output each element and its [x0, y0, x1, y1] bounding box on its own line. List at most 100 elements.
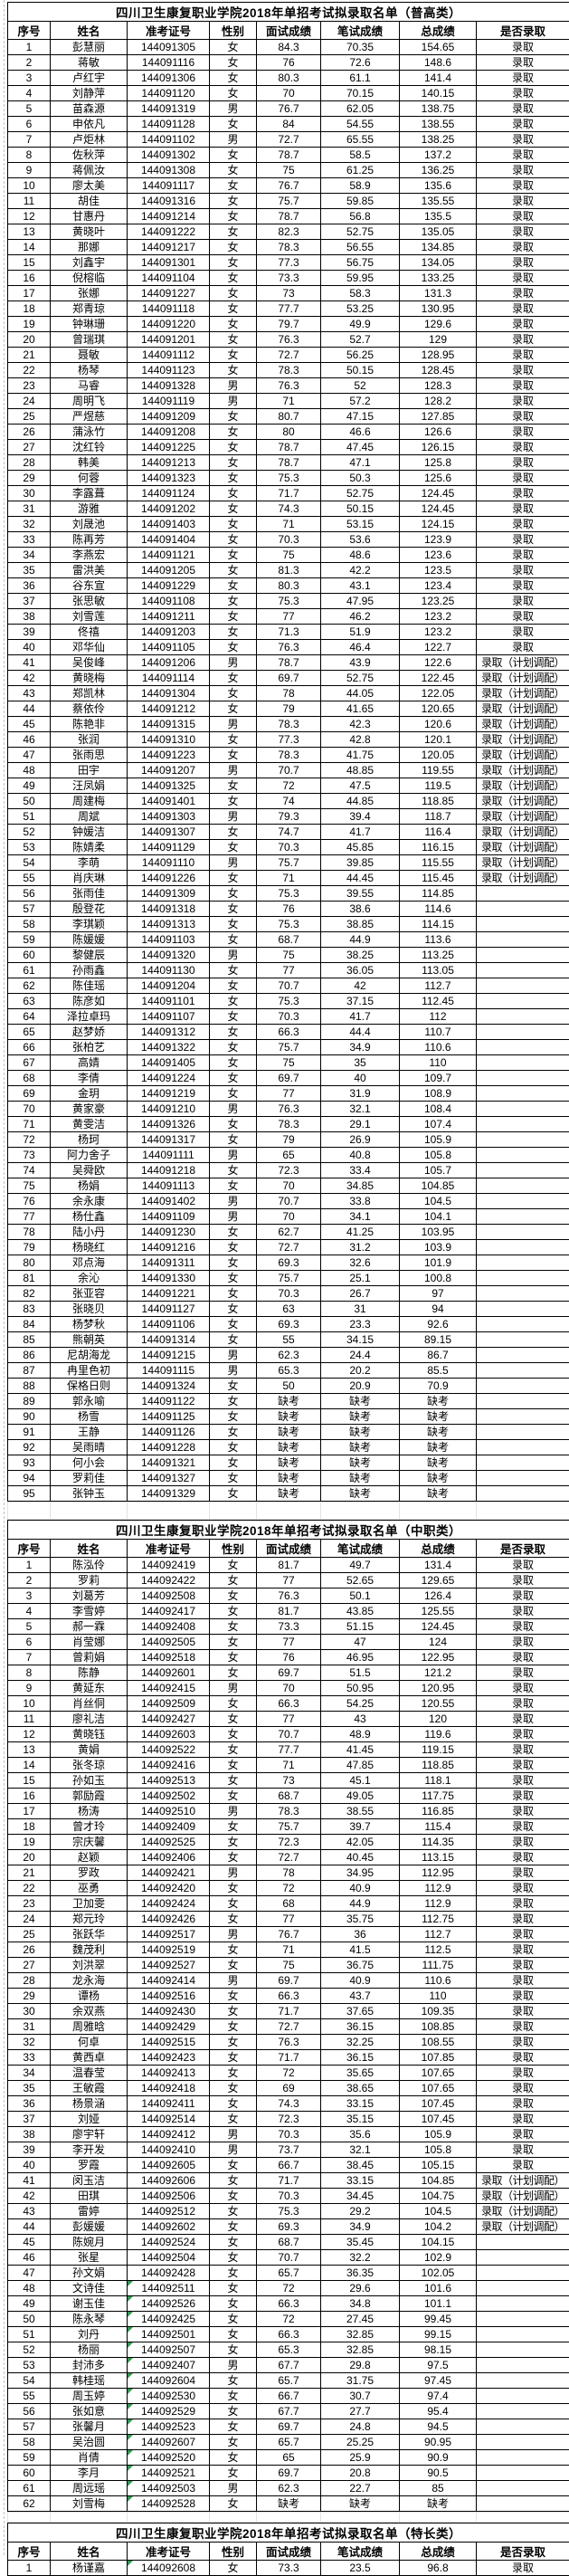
- cell-written-score: 29.6: [321, 2281, 400, 2296]
- cell-index: 7: [8, 1650, 51, 1665]
- cell-total-score: 99.45: [400, 2312, 477, 2327]
- cell-index: 14: [8, 240, 51, 255]
- cell-total-score: 112.9: [400, 1896, 477, 1912]
- cell-interview-score: 69.7: [257, 671, 321, 686]
- cell-interview-score: 71: [257, 394, 321, 409]
- cell-admission-status: 录取: [477, 1758, 569, 1773]
- cell-name: 蔡依伶: [51, 701, 128, 717]
- cell-gender: 女: [210, 1009, 257, 1025]
- cell-name: 罗莉: [51, 1573, 128, 1589]
- cell-total-score: 126.4: [400, 1589, 477, 1604]
- cell-admission-status: [477, 2481, 569, 2496]
- cell-interview-score: 84.3: [257, 40, 321, 55]
- cell-name: 周玉婷: [51, 2389, 128, 2404]
- cell-interview-score: 78.3: [257, 1117, 321, 1132]
- cell-name: 刘鑫宇: [51, 255, 128, 271]
- cell-index: 50: [8, 794, 51, 809]
- cell-interview-score: 70: [257, 86, 321, 101]
- cell-index: 33: [8, 2050, 51, 2066]
- cell-index: 83: [8, 1302, 51, 1317]
- cell-admission-status: [477, 917, 569, 932]
- cell-gender: 女: [210, 224, 257, 240]
- cell-name: 张跃华: [51, 1927, 128, 1942]
- cell-gender: 男: [210, 2358, 257, 2373]
- cell-index: 49: [8, 778, 51, 794]
- cell-admission-status: [477, 932, 569, 948]
- cell-gender: 女: [210, 1819, 257, 1835]
- cell-written-score: 29.2: [321, 2204, 400, 2219]
- cell-total-score: 125.55: [400, 1604, 477, 1619]
- cell-name: 沈红铃: [51, 440, 128, 455]
- cell-total-score: 120.95: [400, 1681, 477, 1696]
- cell-name: 张亚容: [51, 1286, 128, 1302]
- cell-total-score: 103.95: [400, 1225, 477, 1240]
- cell-admission-status: 录取: [477, 394, 569, 409]
- cell-admission-status: 录取: [477, 1973, 569, 1989]
- cell-admission-status: [477, 2327, 569, 2342]
- cell-index: 77: [8, 1209, 51, 1225]
- cell-admission-status: [477, 1455, 569, 1471]
- table-title: 四川卫生康复职业学院2018年单招考试拟录取名单（特长类）: [8, 2524, 569, 2543]
- cell-total-score: 108.55: [400, 2035, 477, 2050]
- admission-table-teChang: 四川卫生康复职业学院2018年单招考试拟录取名单（特长类）序号姓名准考证号性别面…: [7, 2523, 569, 2576]
- cell-name: 田琪: [51, 2189, 128, 2204]
- comment-marker-icon: [128, 2358, 133, 2363]
- cell-interview-score: 77: [257, 1712, 321, 1727]
- cell-index: 39: [8, 625, 51, 640]
- cell-admission-status: 录取: [477, 1804, 569, 1819]
- admission-table-puGao: 四川卫生康复职业学院2018年单招考试拟录取名单（普高类）序号姓名准考证号性别面…: [7, 2, 569, 1502]
- cell-index: 25: [8, 1927, 51, 1942]
- cell-interview-score: 72: [257, 2066, 321, 2081]
- cell-exam-id: 144092507: [128, 2342, 210, 2358]
- cell-admission-status: 录取: [477, 132, 569, 148]
- table-gap: [7, 2512, 569, 2523]
- cell-gender: 女: [210, 1025, 257, 1040]
- cell-gender: 女: [210, 2466, 257, 2481]
- cell-written-score: 58.5: [321, 148, 400, 163]
- cell-interview-score: 76: [257, 902, 321, 917]
- cell-name: 巫勇: [51, 1881, 128, 1896]
- cell-index: 14: [8, 1758, 51, 1773]
- cell-written-score: 37.65: [321, 2004, 400, 2019]
- cell-admission-status: [477, 1132, 569, 1148]
- cell-admission-status: [477, 1086, 569, 1102]
- cell-exam-id: 144091403: [128, 517, 210, 532]
- cell-written-score: 缺考: [321, 2496, 400, 2512]
- cell-name: 郑凯林: [51, 686, 128, 701]
- cell-written-score: 31.9: [321, 1086, 400, 1102]
- cell-admission-status: [477, 2466, 569, 2481]
- cell-index: 26: [8, 1942, 51, 1958]
- cell-name: 陈再芳: [51, 532, 128, 548]
- cell-name: 余永康: [51, 1194, 128, 1209]
- cell-total-score: 123.2: [400, 625, 477, 640]
- cell-written-score: 50.15: [321, 363, 400, 378]
- cell-interview-score: 72.3: [257, 1835, 321, 1850]
- cell-interview-score: 72.7: [257, 348, 321, 363]
- cell-admission-status: 录取: [477, 2081, 569, 2096]
- cell-exam-id: 144091219: [128, 1086, 210, 1102]
- cell-total-score: 112.75: [400, 1912, 477, 1927]
- cell-gender: 女: [210, 2035, 257, 2050]
- cell-interview-score: 75.7: [257, 1819, 321, 1835]
- cell-written-score: 42.3: [321, 717, 400, 732]
- cell-total-score: 缺考: [400, 1394, 477, 1409]
- cell-written-score: 29.1: [321, 1117, 400, 1132]
- cell-name: 韩美: [51, 455, 128, 471]
- cell-index: 41: [8, 2173, 51, 2189]
- cell-index: 65: [8, 1025, 51, 1040]
- cell-interview-score: 62.3: [257, 2481, 321, 2496]
- cell-interview-score: 73.3: [257, 271, 321, 286]
- cell-gender: 男: [210, 1348, 257, 1363]
